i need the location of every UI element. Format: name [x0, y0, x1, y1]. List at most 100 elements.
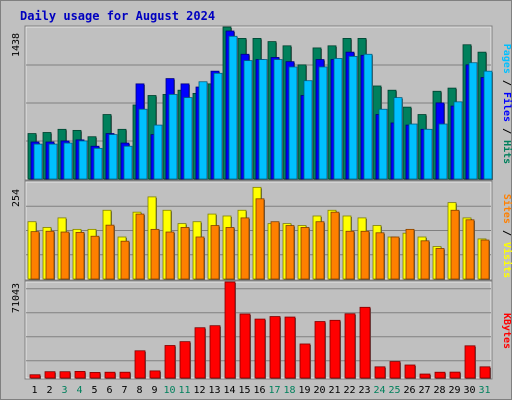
- bar-kbytes-day-29: [449, 371, 461, 379]
- bar-pages-day-30: [468, 62, 478, 180]
- bar-pages-day-25: [393, 97, 403, 180]
- bar-sites-day-16: [255, 198, 265, 280]
- bar-kbytes-day-17: [269, 316, 281, 379]
- x-tick-day-3: 3: [61, 385, 67, 396]
- bar-pages-day-5: [93, 147, 103, 180]
- bar-kbytes-day-20: [314, 321, 326, 379]
- bar-kbytes-day-12: [194, 327, 206, 379]
- bar-kbytes-day-26: [404, 364, 416, 379]
- bar-sites-day-2: [45, 230, 55, 280]
- legend-item-sites: Sites: [501, 194, 512, 224]
- bar-pages-day-13: [213, 72, 223, 180]
- x-tick-day-20: 20: [313, 385, 325, 396]
- bar-sites-day-18: [285, 225, 295, 280]
- x-tick-day-12: 12: [193, 385, 205, 396]
- bar-kbytes-day-16: [254, 318, 266, 379]
- bar-sites-day-17: [270, 221, 280, 280]
- bar-pages-day-27: [423, 128, 433, 180]
- bar-kbytes-day-21: [329, 319, 341, 379]
- bar-kbytes-day-30: [464, 345, 476, 379]
- bar-kbytes-day-28: [434, 371, 446, 379]
- bar-sites-day-22: [345, 230, 355, 280]
- x-tick-day-4: 4: [76, 385, 82, 396]
- x-tick-day-18: 18: [283, 385, 295, 396]
- x-tick-day-29: 29: [448, 385, 460, 396]
- bar-pages-day-16: [258, 59, 268, 180]
- bar-sites-day-5: [90, 235, 100, 280]
- bar-pages-day-1: [33, 143, 43, 180]
- bar-pages-day-24: [378, 108, 388, 180]
- x-tick-day-25: 25: [388, 385, 400, 396]
- legend-separator: /: [501, 224, 512, 242]
- bar-sites-day-26: [405, 228, 415, 280]
- x-tick-day-13: 13: [208, 385, 220, 396]
- bar-pages-day-17: [273, 59, 283, 180]
- bar-kbytes-day-27: [419, 373, 431, 379]
- bar-pages-day-20: [318, 66, 328, 180]
- bar-sites-day-30: [465, 219, 475, 280]
- bar-kbytes-day-6: [104, 371, 116, 379]
- legend-item-files: Files: [501, 92, 512, 122]
- bar-sites-day-7: [120, 240, 130, 280]
- bar-sites-day-28: [435, 248, 445, 280]
- bar-pages-day-4: [78, 140, 88, 180]
- bar-kbytes-day-7: [119, 371, 131, 379]
- bar-sites-day-1: [30, 231, 40, 280]
- bar-kbytes-day-24: [374, 366, 386, 379]
- bar-sites-day-13: [210, 225, 220, 280]
- bar-pages-day-22: [348, 55, 358, 180]
- bar-kbytes-day-13: [209, 325, 221, 379]
- bar-pages-day-18: [288, 66, 298, 180]
- bar-kbytes-day-10: [164, 345, 176, 379]
- x-tick-day-26: 26: [403, 385, 415, 396]
- bar-kbytes-day-22: [344, 313, 356, 379]
- bar-kbytes-day-25: [389, 361, 401, 379]
- bar-pages-day-19: [303, 80, 313, 180]
- bar-sites-day-12: [195, 236, 205, 280]
- y-tick-label: 71043: [11, 283, 22, 313]
- bar-pages-day-7: [123, 145, 133, 180]
- bar-sites-day-9: [150, 228, 160, 280]
- x-tick-day-28: 28: [433, 385, 445, 396]
- bar-kbytes-day-8: [134, 350, 146, 379]
- x-tick-day-30: 30: [463, 385, 475, 396]
- bar-kbytes-day-31: [479, 366, 491, 379]
- bar-sites-day-6: [105, 224, 115, 280]
- bar-sites-day-19: [300, 227, 310, 280]
- bar-pages-day-10: [168, 94, 178, 180]
- bar-kbytes-day-4: [74, 370, 86, 379]
- legend-panel-3: KBytes: [501, 313, 512, 349]
- x-tick-day-5: 5: [91, 385, 97, 396]
- bar-sites-day-3: [60, 231, 70, 280]
- bar-pages-day-15: [243, 60, 253, 180]
- bar-pages-day-21: [333, 58, 343, 180]
- x-tick-day-6: 6: [106, 385, 112, 396]
- bar-kbytes-day-15: [239, 313, 251, 379]
- x-tick-day-9: 9: [151, 385, 157, 396]
- x-tick-day-2: 2: [46, 385, 52, 396]
- x-tick-day-22: 22: [343, 385, 355, 396]
- legend-separator: /: [501, 122, 512, 140]
- x-tick-day-24: 24: [373, 385, 385, 396]
- bar-pages-day-2: [48, 143, 58, 180]
- x-tick-day-15: 15: [238, 385, 250, 396]
- x-tick-day-11: 11: [178, 385, 190, 396]
- bar-sites-day-14: [225, 227, 235, 280]
- bar-sites-day-31: [480, 239, 490, 280]
- chart-title: Daily usage for August 2024: [20, 9, 215, 23]
- bar-pages-day-9: [153, 124, 163, 180]
- bar-pages-day-14: [228, 35, 238, 180]
- bar-sites-day-10: [165, 231, 175, 280]
- bar-kbytes-day-11: [179, 341, 191, 379]
- bar-pages-day-29: [453, 101, 463, 180]
- bar-sites-day-27: [420, 240, 430, 280]
- bar-pages-day-11: [183, 97, 193, 180]
- bar-pages-day-8: [138, 108, 148, 180]
- x-tick-day-14: 14: [223, 385, 235, 396]
- bar-pages-day-3: [63, 142, 73, 180]
- bar-sites-day-21: [330, 211, 340, 280]
- bar-kbytes-day-1: [29, 374, 41, 379]
- legend-item-hits: Hits: [501, 140, 512, 164]
- bar-kbytes-day-2: [44, 371, 56, 379]
